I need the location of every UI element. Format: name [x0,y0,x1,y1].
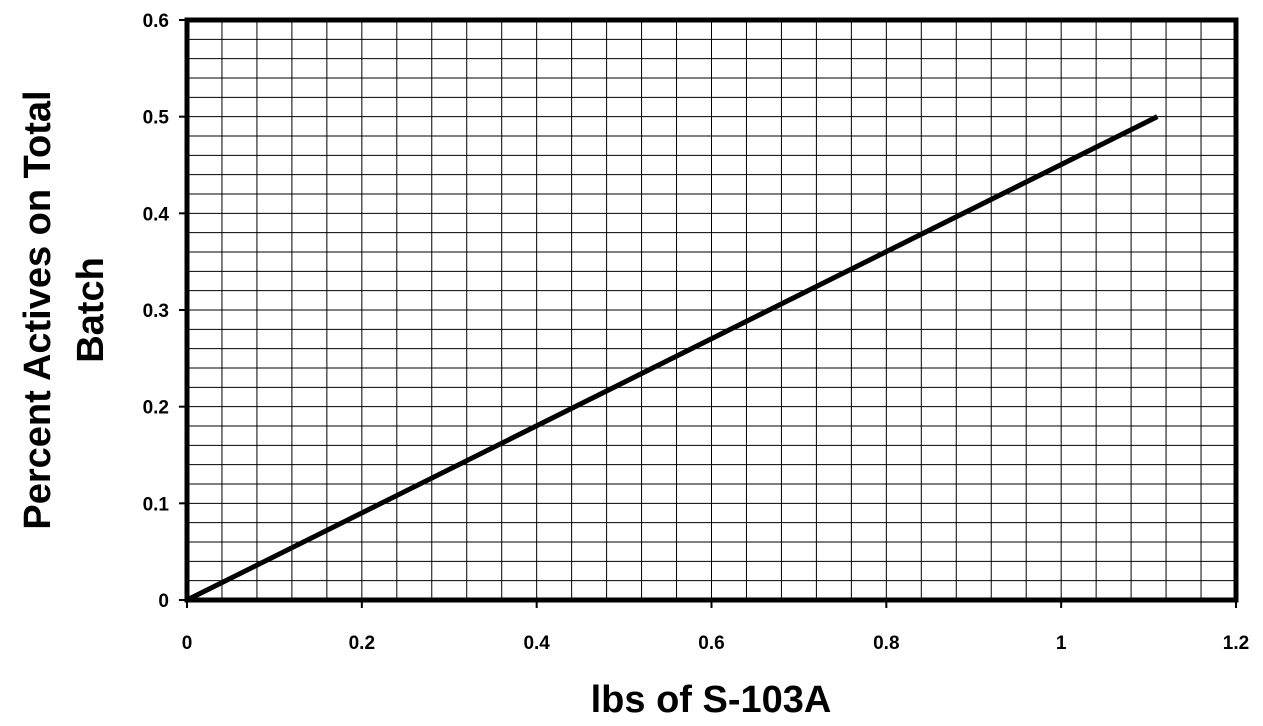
y-tick-label: 0.2 [143,398,169,419]
y-tick-label: 0.3 [143,301,169,322]
x-tick-label: 1.2 [1223,633,1249,654]
x-axis-ticks: 0 0.2 0.4 0.6 0.8 1 1.2 [182,600,1249,654]
x-tick-label: 1 [1056,633,1067,654]
y-tick-label: 0.6 [143,11,169,32]
x-tick-label: 0.4 [523,633,550,654]
series-layer [185,114,1159,603]
gridlines [187,20,1236,600]
x-tick-label: 0.6 [698,633,724,654]
x-axis-title: lbs of S-103A [591,679,832,721]
x-tick-label: 0.8 [873,633,899,654]
x-tick-label: 0 [182,633,193,654]
y-tick-label: 0 [158,591,169,612]
y-tick-label: 0.1 [143,494,170,515]
y-tick-label: 0.5 [143,108,170,129]
series-line [185,114,1159,603]
x-tick-label: 0.2 [349,633,375,654]
y-axis-title-line-2: Batch [70,257,112,363]
y-axis-ticks: 0 0.1 0.2 0.3 0.4 0.5 0.6 [143,11,187,612]
y-tick-label: 0.4 [143,204,170,225]
y-axis-title-line-1: Percent Actives on Total [17,90,59,529]
